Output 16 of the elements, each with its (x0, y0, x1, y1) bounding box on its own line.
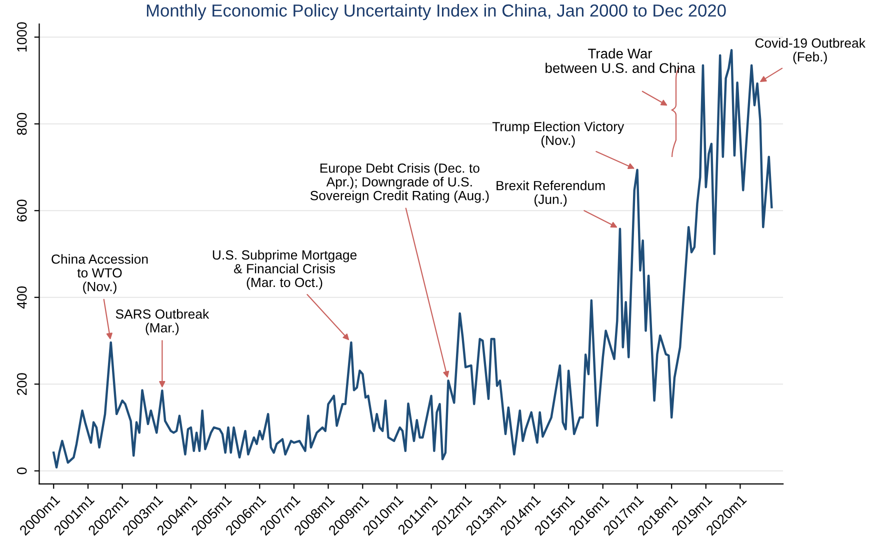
annotation: SARS Outbreak (Mar.) (116, 309, 210, 336)
annotation: Europe Debt Crisis (Dec. to Apr.); Downgrade of U.S. Sovereign Credit Rating (Aug.) (310, 163, 489, 203)
y-tick-label: 400 (16, 286, 27, 309)
annotation: Brexit Referendum (Jun.) (496, 180, 605, 207)
y-tick-label: 0 (16, 468, 27, 474)
y-tick-label: 800 (16, 112, 27, 135)
annotation: U.S. Subprime Mortgage & Financial Crisis (Mar. to Oct.) (212, 250, 357, 290)
y-tick-label: 1000 (16, 22, 27, 52)
y-tick-label: 200 (16, 373, 27, 396)
annotation: Trade War between U.S. and China (546, 48, 696, 73)
annotation: Covid-19 Outbreak (Feb.) (755, 38, 866, 64)
chart-title: Monthly Economic Policy Uncertainty Index in China, Jan 2000 to Dec 2020 (146, 4, 726, 20)
annotation: Trump Election Victory (Nov.) (492, 122, 624, 148)
y-tick-label: 600 (16, 200, 27, 222)
annotation: China Accession to WTO (Nov.) (52, 254, 148, 294)
line-series (52, 49, 773, 469)
